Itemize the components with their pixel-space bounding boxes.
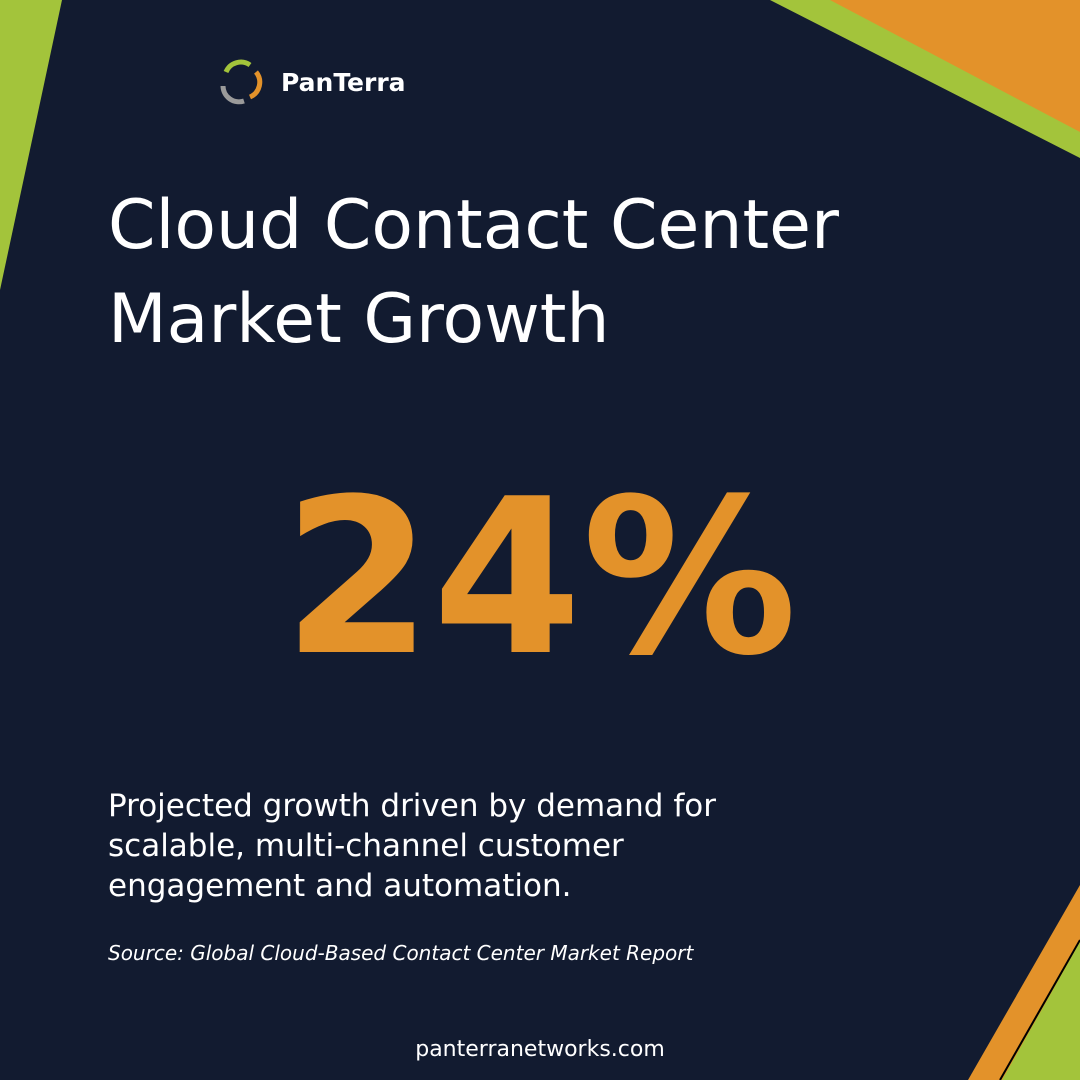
stat: 24% <box>283 452 798 703</box>
title-line: Market Growth <box>108 280 610 359</box>
title-line: Cloud Contact Center <box>108 186 839 265</box>
bottom-right-green <box>1002 942 1080 1080</box>
website: panterranetworks.com <box>415 1037 665 1062</box>
description-line: scalable, multi-channel customer <box>108 828 624 864</box>
bottom-right-divider <box>999 939 1080 1080</box>
left-accent <box>0 0 62 290</box>
description-line: engagement and automation. <box>108 868 571 904</box>
logo-icon <box>220 59 263 105</box>
brand-name: PanTerra <box>281 68 406 97</box>
description-line: Projected growth driven by demand for <box>108 788 716 824</box>
top-right-orange <box>830 0 1080 132</box>
source: Source: Global Cloud-Based Contact Cente… <box>108 941 695 965</box>
